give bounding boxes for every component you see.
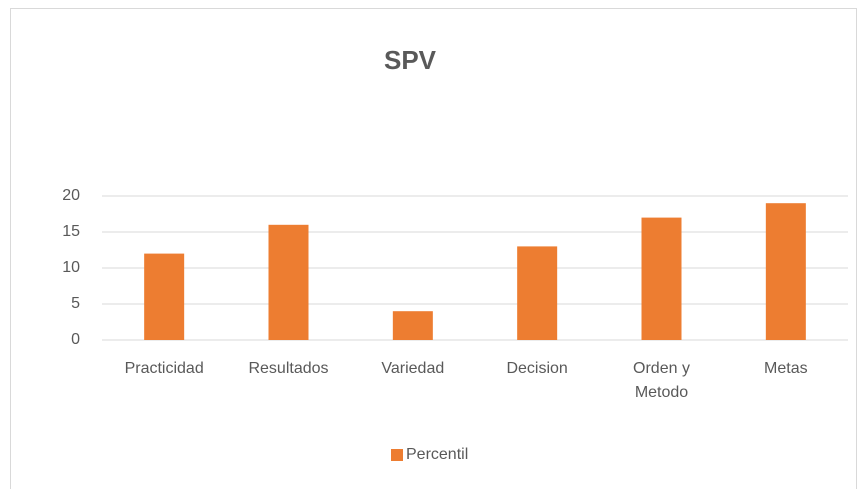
x-tick-label: Resultados <box>243 357 335 381</box>
x-tick-label: Decision <box>491 357 583 381</box>
x-tick-text: Decision <box>506 360 568 377</box>
bar <box>517 246 558 340</box>
x-tick-text: Variedad <box>381 360 445 377</box>
bar <box>765 203 806 340</box>
x-tick-label: Practicidad <box>118 357 210 381</box>
x-tick-label: Orden y Metodo <box>616 357 708 405</box>
y-tick-label: 20 <box>62 187 80 204</box>
y-tick-label: 10 <box>62 259 80 276</box>
chart-border <box>10 8 857 489</box>
bar <box>268 224 309 340</box>
bar <box>144 253 185 340</box>
bar <box>641 217 682 340</box>
legend-label: Percentil <box>406 446 468 463</box>
x-tick-text: Metas <box>764 360 808 377</box>
x-tick-label: Variedad <box>367 357 459 381</box>
bar <box>392 311 433 340</box>
x-tick-text: Practicidad <box>124 360 204 377</box>
legend-swatch <box>391 449 403 461</box>
y-tick-label: 5 <box>71 295 80 312</box>
x-tick-text: Resultados <box>248 360 329 377</box>
x-tick-label: Metas <box>740 357 832 381</box>
y-tick-label: 15 <box>62 223 80 240</box>
y-tick-label: 0 <box>71 331 80 348</box>
chart-title: SPV <box>384 45 437 75</box>
x-tick-text: Orden y Metodo <box>633 360 690 401</box>
